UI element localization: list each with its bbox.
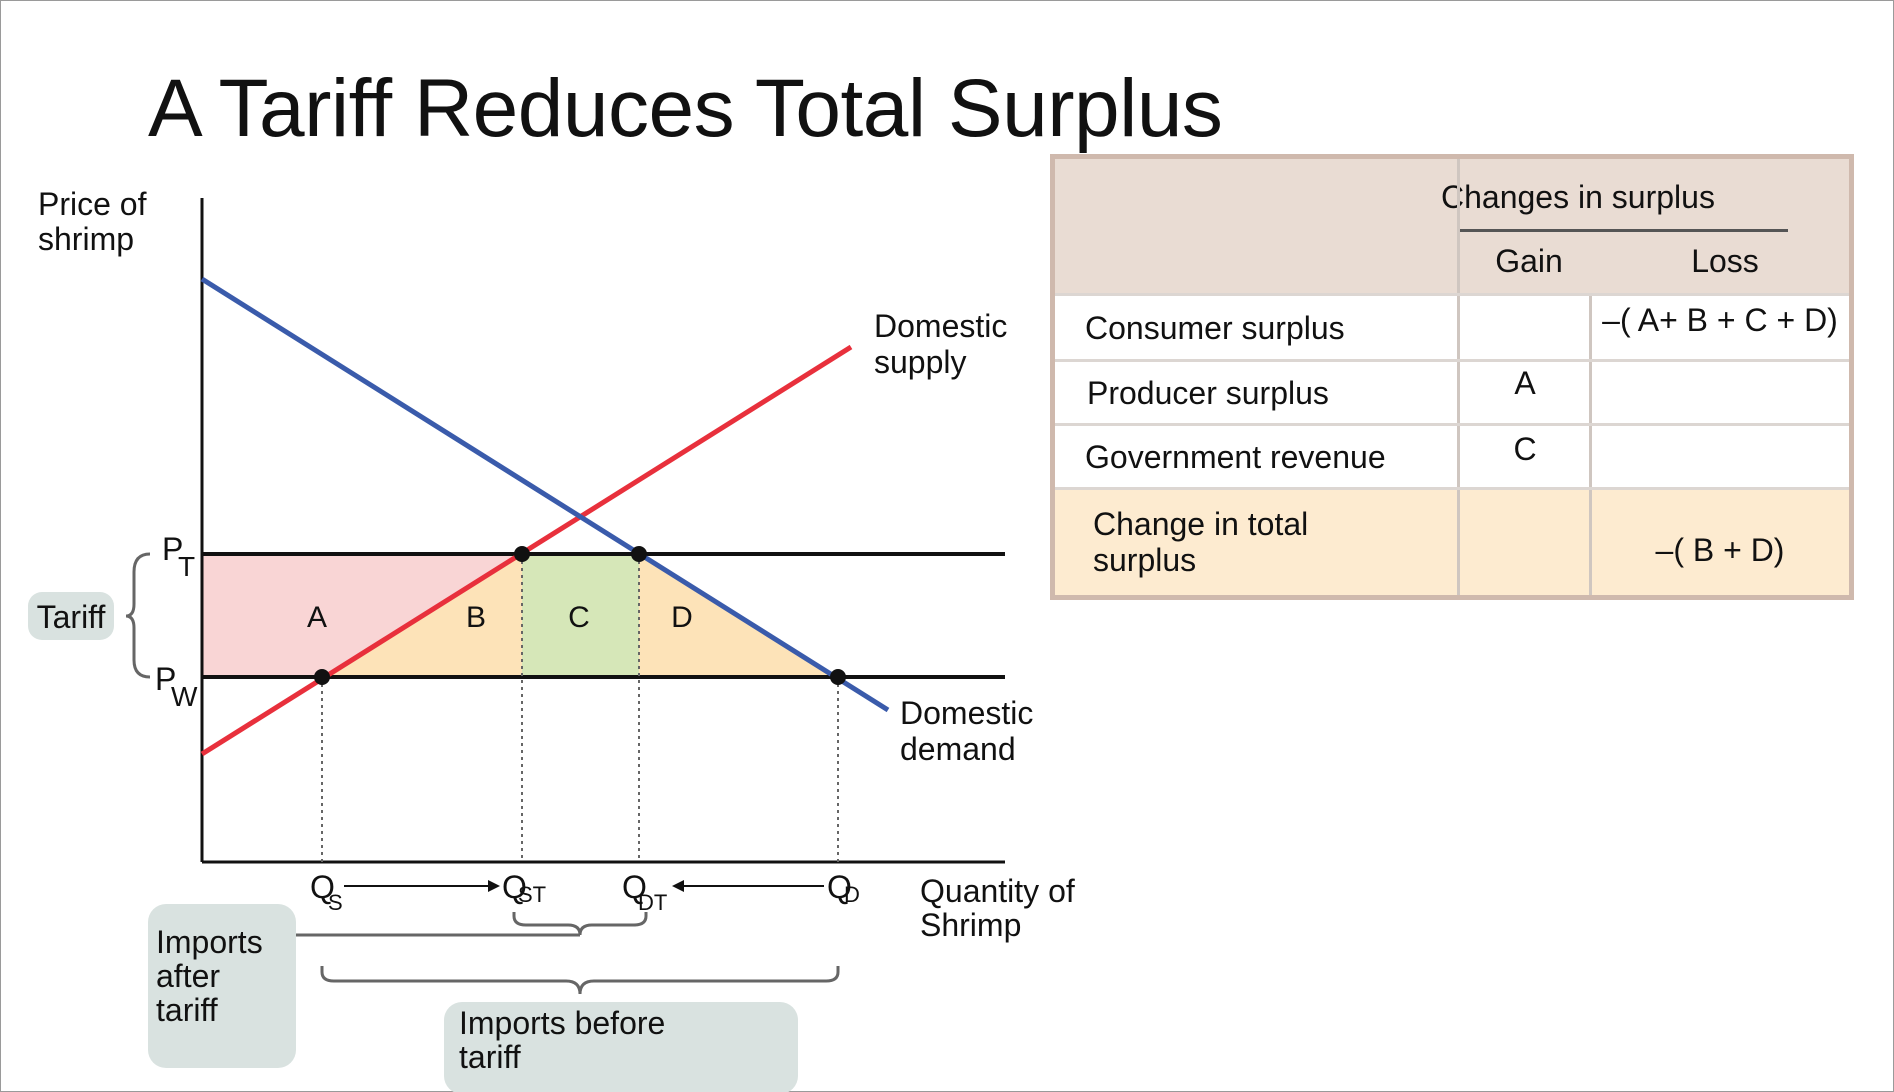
total-row-label: Change in total surplus: [1093, 506, 1309, 578]
imports-before-callout: [444, 1002, 798, 1092]
total-row-gain: [1459, 499, 1591, 585]
tariff-price-label: PT: [162, 531, 195, 582]
table-header-band: [1055, 159, 1849, 295]
quantity-arrows: [344, 880, 824, 892]
demand-label: Domestic demand: [900, 695, 1042, 767]
imports-after-callout: [148, 904, 296, 1068]
area-a: [202, 554, 522, 677]
row-gain-producer-surplus: A: [1514, 364, 1536, 401]
row-label-government-revenue: Government revenue: [1085, 438, 1386, 475]
qdt-label: QDT: [622, 869, 667, 915]
changes-in-surplus-header: Changes in surplus: [1441, 178, 1715, 215]
imports-before-brace: [320, 966, 840, 995]
total-row-loss: –( B + D): [1655, 531, 1785, 568]
area-d-label: D: [671, 601, 693, 634]
total-row-band: [1055, 489, 1849, 595]
table-divider-gain: [1589, 295, 1592, 595]
imports-after-label: Imports after tariff: [156, 924, 272, 1028]
row-loss-consumer-surplus: –( A+ B + C + D): [1602, 301, 1838, 338]
world-price-label: PW: [155, 661, 198, 712]
row-label-consumer-surplus: Consumer surplus: [1085, 309, 1345, 346]
x-axis-label: Quantity of Shrimp: [920, 873, 1084, 943]
area-c-label: C: [568, 601, 590, 634]
qs-label: QS: [310, 869, 343, 915]
row-label-producer-surplus: Producer surplus: [1087, 374, 1329, 411]
point-qst-pt: [514, 546, 530, 562]
supply-label: Domestic supply: [874, 308, 1016, 380]
point-qd-pw: [830, 669, 846, 685]
table-rule-row3: [1055, 487, 1849, 490]
gain-column-header: Gain: [1495, 242, 1563, 279]
imports-before-label: Imports before tariff: [459, 1005, 674, 1075]
slide-title: A Tariff Reduces Total Surplus: [148, 63, 1223, 154]
area-c: [522, 554, 639, 677]
row-loss-producer-surplus: [1591, 361, 1849, 425]
y-axis-label: Price of shrimp: [38, 186, 155, 257]
point-qdt-pt: [631, 546, 647, 562]
surplus-change-table: Changes in surplus Gain Loss Consumer su…: [1050, 154, 1854, 600]
table-rule-row2: [1055, 423, 1849, 426]
qd-label: QD: [827, 869, 860, 907]
row-loss-government-revenue: [1591, 425, 1849, 489]
row-gain-government-revenue: C: [1513, 430, 1537, 467]
quantity-guides: [321, 554, 839, 862]
table-rule-row1: [1055, 359, 1849, 362]
tariff-label: Tariff: [37, 599, 106, 635]
table-rule-header: [1055, 293, 1849, 296]
domestic-demand-curve: [200, 276, 890, 713]
area-a-label: A: [307, 601, 327, 634]
point-qs-pw: [314, 669, 330, 685]
loss-column-header: Loss: [1691, 242, 1759, 279]
header-underline: [1458, 229, 1788, 232]
tariff-callout: [28, 592, 114, 640]
imports-after-brace: [512, 912, 648, 936]
qst-label: QST: [502, 869, 546, 907]
table-divider-label: [1457, 159, 1460, 595]
area-b-label: B: [466, 601, 486, 634]
tariff-brace: [125, 552, 151, 679]
